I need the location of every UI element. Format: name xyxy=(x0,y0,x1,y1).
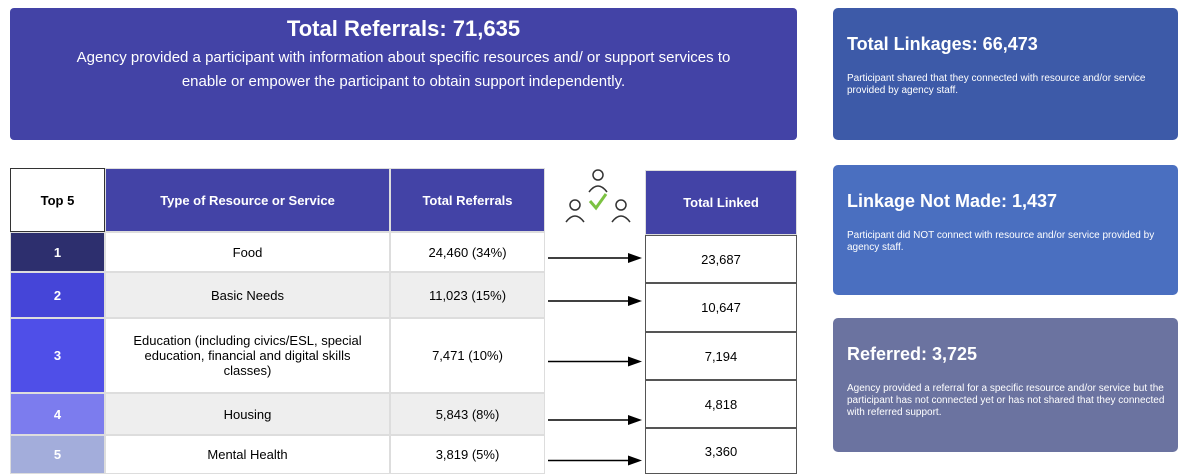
resource-type: Basic Needs xyxy=(105,272,390,318)
linked-count: 7,194 xyxy=(645,332,797,380)
card-text: Participant did NOT connect with resourc… xyxy=(847,230,1155,253)
arrow xyxy=(548,415,642,425)
referral-count: 5,843 (8%) xyxy=(390,393,545,435)
referral-count: 7,471 (10%) xyxy=(390,318,545,393)
arrow xyxy=(548,356,642,367)
info-card: Linkage Not Made: 1,437 Participant did N… xyxy=(833,165,1178,295)
linked-count: 23,687 xyxy=(645,235,797,283)
card-text: Agency provided a referral for a specifi… xyxy=(847,383,1165,418)
linked-count: 4,818 xyxy=(645,380,797,428)
card-title: Linkage Not Made: 1,437 xyxy=(847,191,1058,211)
rank: 2 xyxy=(10,272,105,318)
resource-type: Education (including civics/ESL, special… xyxy=(105,318,390,393)
arrow xyxy=(548,296,642,306)
column-header: Type of Resource or Service xyxy=(105,168,390,232)
referral-count: 11,023 (15%) xyxy=(390,272,545,318)
header-box: Total Referrals: 71,635 Agency provided … xyxy=(10,8,797,140)
linked-header: Total Linked xyxy=(645,170,797,235)
header-description: Agency provided a participant with infor… xyxy=(76,49,731,90)
card-title: Total Linkages: 66,473 xyxy=(847,34,1038,54)
card-title: Referred: 3,725 xyxy=(847,344,978,364)
resource-type: Food xyxy=(105,232,390,272)
arrow xyxy=(548,253,642,263)
linked-count: 10,647 xyxy=(645,283,797,332)
referral-count: 24,460 (34%) xyxy=(390,232,545,272)
resource-type: Housing xyxy=(105,393,390,435)
cycle-icon xyxy=(565,169,631,223)
rank: 1 xyxy=(10,232,105,272)
linked-count: 3,360 xyxy=(645,428,797,474)
card-text: Participant shared that they connected w… xyxy=(847,73,1146,96)
column-header: Total Referrals xyxy=(390,168,545,232)
rank: 4 xyxy=(10,393,105,435)
info-card: Total Linkages: 66,473 Participant shared… xyxy=(833,8,1178,140)
info-card: Referred: 3,725 Agency provided a referra… xyxy=(833,318,1178,452)
rank: 3 xyxy=(10,318,105,393)
header-title: Total Referrals: 71,635 xyxy=(286,16,521,41)
arrow xyxy=(548,455,642,466)
column-header: Top 5 xyxy=(10,168,105,232)
